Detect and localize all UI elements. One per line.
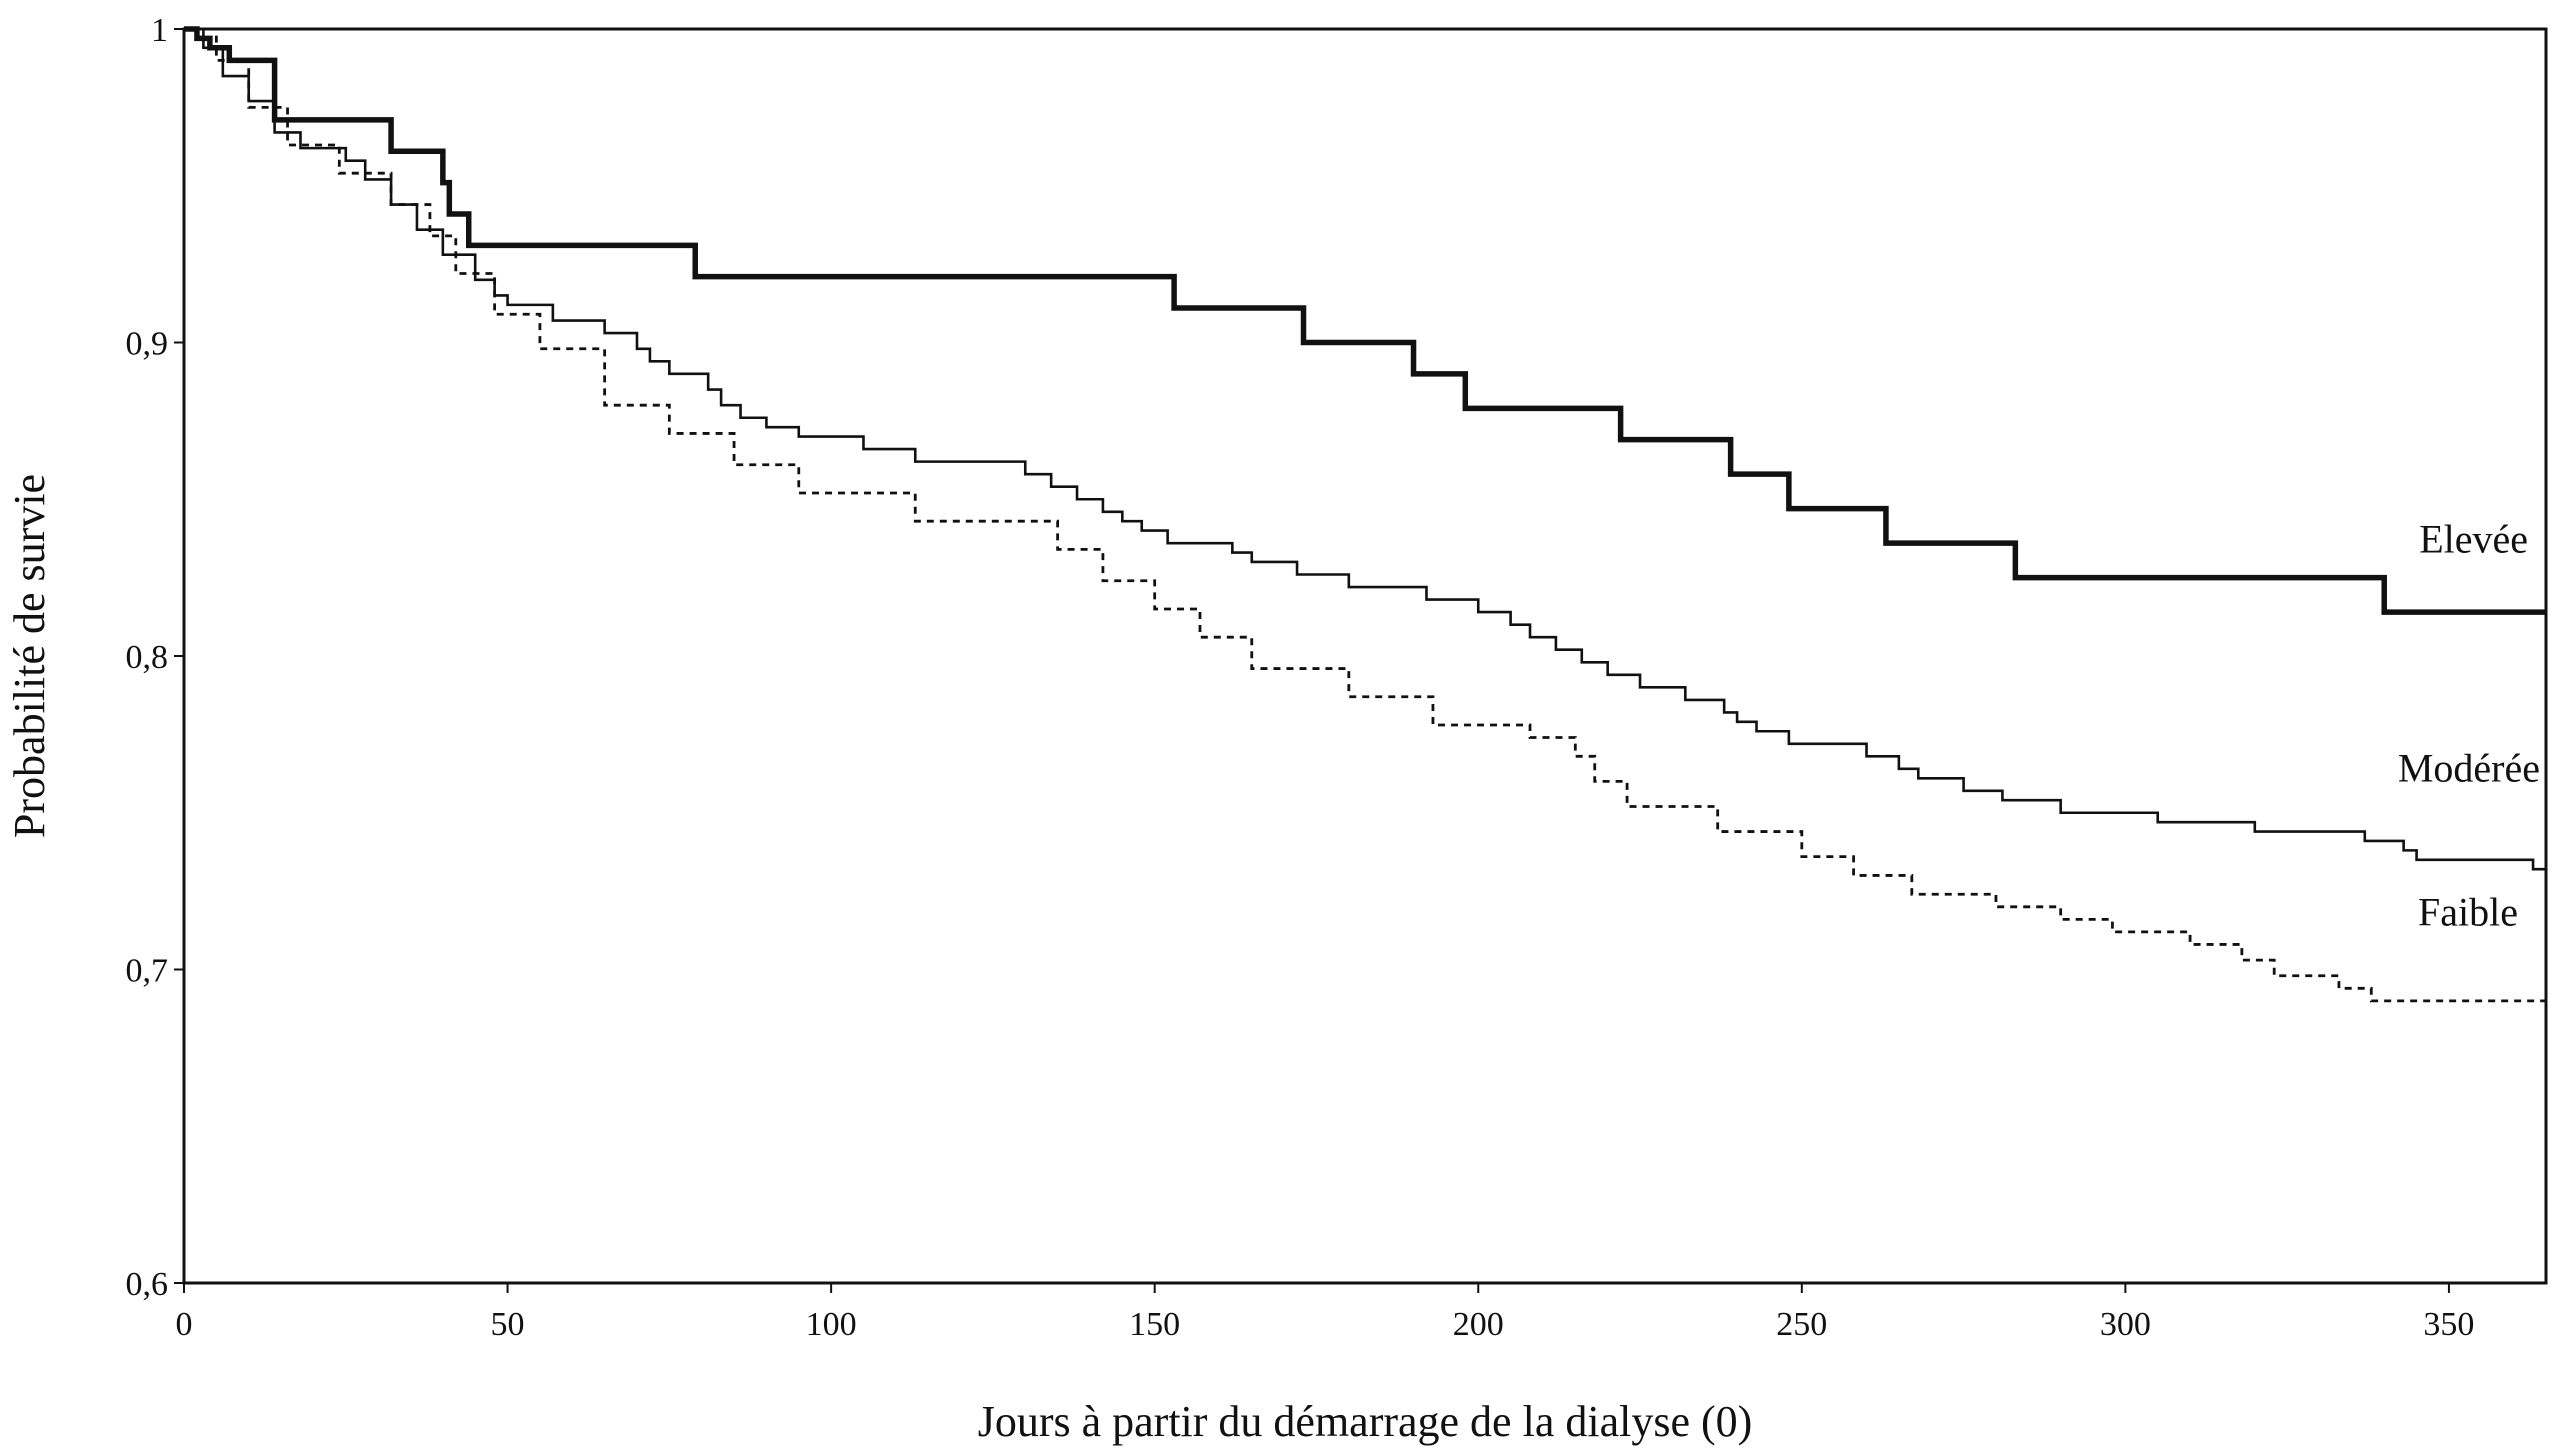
ticks-layer: 0 50 100 150 200 250 300 350 0,6 0,7 0,8 0,9 1: [126, 12, 2475, 1343]
y-axis-title: Probabilité de survie: [5, 474, 54, 838]
series-label-3: Faible: [2418, 890, 2518, 935]
x-tick-label: 200: [1453, 1306, 1504, 1343]
plot-frame: [182, 27, 2548, 1285]
x-tick-label: 0: [176, 1306, 193, 1343]
series-line-1: [184, 26, 2546, 615]
y-tick-label: 1: [151, 12, 168, 49]
series-layer: Elevée Modérée Faible: [184, 26, 2546, 1003]
series-label-2: Modérée: [2398, 745, 2540, 790]
y-tick-label: 0,8: [126, 639, 169, 676]
y-tick-label: 0,7: [126, 953, 169, 990]
series-line-3: [184, 27, 2546, 1003]
x-tick-label: 50: [491, 1306, 525, 1343]
series-line-2: [184, 27, 2546, 871]
x-tick-label: 150: [1129, 1306, 1180, 1343]
x-axis-title: Jours à partir du démarrage de la dialys…: [978, 1397, 1753, 1446]
series-label-1: Elevée: [2419, 517, 2528, 562]
x-tick-label: 300: [2100, 1306, 2151, 1343]
x-tick-label: 100: [806, 1306, 857, 1343]
x-tick-label: 350: [2423, 1306, 2474, 1343]
x-tick-label: 250: [1776, 1306, 1827, 1343]
y-tick-label: 0,6: [126, 1266, 169, 1303]
y-tick-label: 0,9: [126, 326, 169, 363]
